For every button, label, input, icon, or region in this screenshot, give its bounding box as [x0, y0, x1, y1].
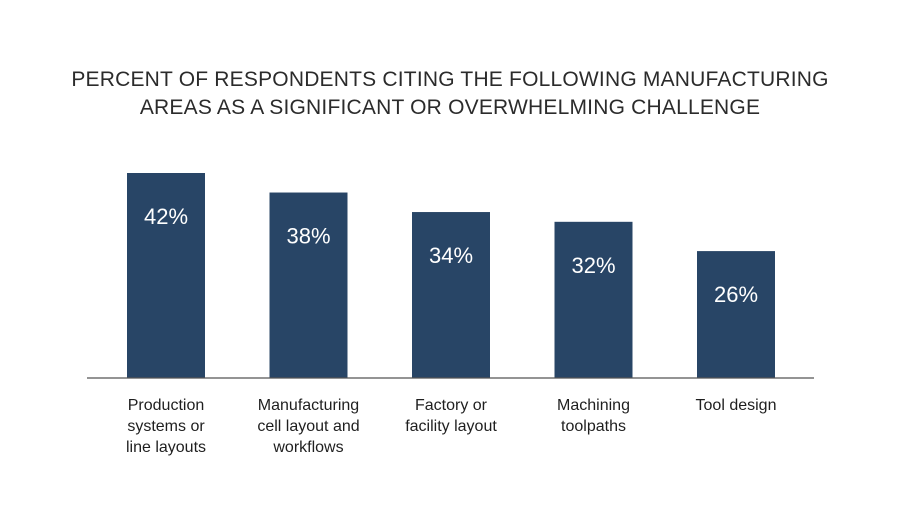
category-label-1-line-2: systems or — [127, 418, 205, 435]
category-label-4-line-2: toolpaths — [561, 418, 626, 435]
category-label-1: Production systems or line layouts — [126, 397, 206, 456]
category-label-4-line-1: Machining — [557, 397, 630, 414]
bar-value-label-3: 34% — [429, 243, 473, 268]
bar-value-label-2: 38% — [286, 224, 330, 249]
category-label-1-line-1: Production — [128, 397, 205, 414]
category-label-2-line-1: Manufacturing — [258, 397, 359, 414]
category-label-3-line-2: facility layout — [405, 418, 497, 435]
category-label-3-line-1: Factory or — [415, 397, 488, 414]
bar-value-label-4: 32% — [571, 253, 615, 278]
chart-title-line-1: PERCENT OF RESPONDENTS CITING THE FOLLOW… — [71, 68, 829, 91]
bar-value-label-5: 26% — [714, 282, 758, 307]
category-label-2-line-3: workflows — [272, 439, 343, 456]
bar-5 — [697, 251, 775, 378]
category-label-3: Factory or facility layout — [405, 397, 497, 435]
bar-4 — [554, 221, 633, 378]
bar-2 — [269, 192, 348, 378]
bar-1 — [127, 173, 205, 378]
chart-title: PERCENT OF RESPONDENTS CITING THE FOLLOW… — [0, 66, 900, 122]
category-label-2-line-2: cell layout and — [257, 418, 359, 435]
category-labels-group: Production systems or line layouts Manufact… — [126, 397, 777, 456]
bars-group: 42% 38% 34% 32% 26% — [127, 173, 775, 378]
category-label-4: Machining toolpaths — [557, 397, 630, 435]
category-label-2: Manufacturing cell layout and workflows — [257, 397, 359, 456]
category-label-5: Tool design — [696, 397, 777, 414]
bar-3 — [412, 212, 490, 378]
category-label-5-line-1: Tool design — [696, 397, 777, 414]
chart-title-line-2: AREAS AS A SIGNIFICANT OR OVERWHELMING C… — [139, 96, 761, 119]
category-label-1-line-3: line layouts — [126, 439, 206, 456]
bar-value-label-1: 42% — [144, 204, 188, 229]
